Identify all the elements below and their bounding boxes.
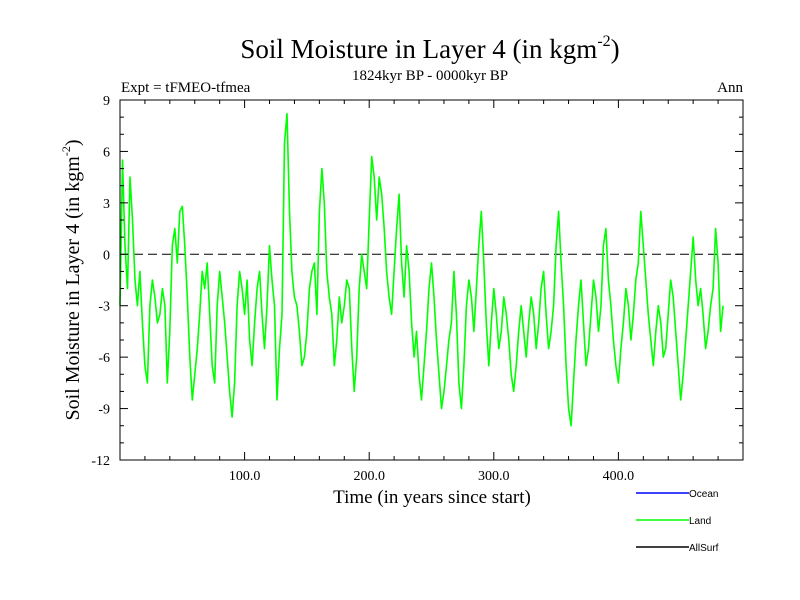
y-tick-label: -9 (98, 403, 110, 418)
y-tick-label: -3 (98, 300, 110, 315)
y-tick-label: -12 (91, 454, 110, 469)
y-tick-label: 0 (103, 248, 110, 263)
x-tick-label: 300.0 (478, 469, 510, 484)
plot-frame (119, 99, 744, 461)
series-line-land (119, 112, 724, 427)
y-tick-label: 6 (103, 145, 110, 160)
x-tick-label: 100.0 (229, 469, 261, 484)
x-axis-label: Time (in years since start) (333, 487, 531, 508)
x-tick-label: 400.0 (603, 469, 635, 484)
chart-title-main: Soil Moisture in Layer 4 (in kgm (240, 34, 597, 64)
plot-area: 9 6 3 0 -3 -6 -9 -12 100.0 200.0 300.0 400.0 (91, 94, 744, 484)
y-axis-label-main: Soil Moisture in Layer 4 (in kgm (62, 156, 84, 421)
y-tick-label: 3 (103, 197, 110, 212)
chart-title: Soil Moisture in Layer 4 (in kgm-2) (240, 33, 619, 64)
legend-label-ocean: Ocean (689, 489, 718, 500)
season-label: Ann (717, 80, 743, 96)
y-axis-label: Soil Moisture in Layer 4 (in kgm-2) (59, 139, 84, 420)
y-tick-label: -6 (98, 351, 110, 366)
chart-title-close: ) (611, 34, 620, 64)
y-axis-label-close: ) (62, 139, 84, 146)
chart-subtitle: 1824kyr BP - 0000kyr BP (352, 68, 508, 84)
experiment-label: Expt = tFMEO-tfmea (121, 80, 251, 96)
x-tick-label: 200.0 (353, 469, 385, 484)
y-tick-label: 9 (103, 94, 110, 109)
legend-label-land: Land (689, 516, 711, 527)
legend-label-allsurf: AllSurf (689, 543, 719, 554)
chart-title-sup: -2 (597, 33, 610, 50)
y-axis-label-sup: -2 (59, 146, 73, 156)
legend: Ocean Land AllSurf (636, 489, 719, 554)
